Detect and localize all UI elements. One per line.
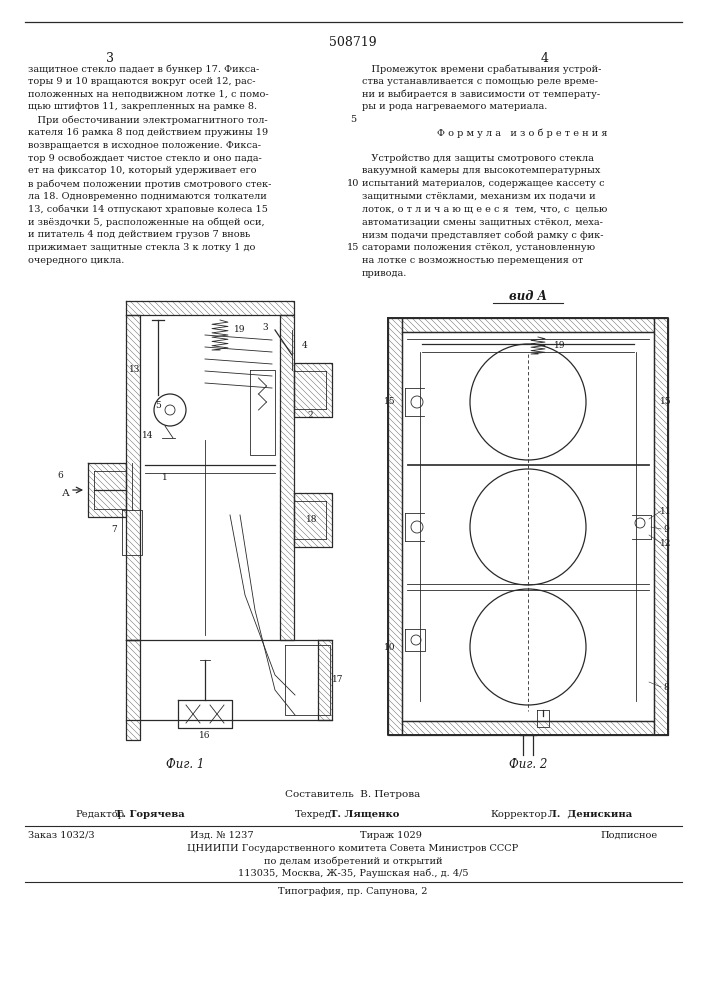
Text: 5: 5 xyxy=(350,115,356,124)
Text: Корректор: Корректор xyxy=(490,810,547,819)
Text: тор 9 освобождает чистое стекло и оно пада-: тор 9 освобождает чистое стекло и оно па… xyxy=(28,154,262,163)
Text: Промежуток времени срабатывания устрой-: Промежуток времени срабатывания устрой- xyxy=(362,64,602,74)
Text: 508719: 508719 xyxy=(329,36,377,49)
Text: 6: 6 xyxy=(57,471,63,480)
Text: 2: 2 xyxy=(307,410,312,420)
Text: Устройство для защиты смотрового стекла: Устройство для защиты смотрового стекла xyxy=(362,154,594,163)
Text: возвращается в исходное положение. Фикса-: возвращается в исходное положение. Фикса… xyxy=(28,141,261,150)
Text: защитное стекло падает в бункер 17. Фикса-: защитное стекло падает в бункер 17. Фикс… xyxy=(28,64,259,74)
Text: 17: 17 xyxy=(332,676,344,684)
Text: 3: 3 xyxy=(262,324,268,332)
Text: саторами положения стёкол, установленную: саторами положения стёкол, установленную xyxy=(362,243,595,252)
Text: 113035, Москва, Ж-35, Раушская наб., д. 4/5: 113035, Москва, Ж-35, Раушская наб., д. … xyxy=(238,868,468,878)
Text: Фиг. 1: Фиг. 1 xyxy=(166,758,204,771)
Text: автоматизации смены защитных стёкол, меха-: автоматизации смены защитных стёкол, мех… xyxy=(362,218,603,227)
Text: Техред: Техред xyxy=(295,810,332,819)
Text: и звёздочки 5, расположенные на общей оси,: и звёздочки 5, расположенные на общей ос… xyxy=(28,218,264,227)
Text: привода.: привода. xyxy=(362,269,407,278)
Text: 11: 11 xyxy=(660,506,672,516)
Text: и питатель 4 под действием грузов 7 вновь: и питатель 4 под действием грузов 7 внов… xyxy=(28,230,250,239)
Text: ры и рода нагреваемого материала.: ры и рода нагреваемого материала. xyxy=(362,102,547,111)
Text: защитными стёклами, механизм их подачи и: защитными стёклами, механизм их подачи и xyxy=(362,192,595,201)
Text: Тираж 1029: Тираж 1029 xyxy=(360,831,422,840)
Text: очередного цикла.: очередного цикла. xyxy=(28,256,124,265)
Text: 15: 15 xyxy=(660,397,672,406)
Text: 1: 1 xyxy=(162,473,168,482)
Text: ни и выбирается в зависимости от температу-: ни и выбирается в зависимости от темпера… xyxy=(362,90,600,99)
Text: 8: 8 xyxy=(663,682,669,692)
Text: лоток, о т л и ч а ю щ е е с я  тем, что, с  целью: лоток, о т л и ч а ю щ е е с я тем, что,… xyxy=(362,205,607,214)
Text: 14: 14 xyxy=(142,430,153,440)
Text: 15: 15 xyxy=(384,397,396,406)
Text: Редактор: Редактор xyxy=(75,810,124,819)
Text: положенных на неподвижном лотке 1, с помо-: положенных на неподвижном лотке 1, с пом… xyxy=(28,90,269,99)
Text: торы 9 и 10 вращаются вокруг осей 12, рас-: торы 9 и 10 вращаются вокруг осей 12, ра… xyxy=(28,77,255,86)
Text: в рабочем положении против смотрового стек-: в рабочем положении против смотрового ст… xyxy=(28,179,271,189)
Text: 19: 19 xyxy=(234,326,246,334)
Text: 15: 15 xyxy=(347,243,359,252)
Text: Подписное: Подписное xyxy=(600,831,657,840)
Text: 9: 9 xyxy=(663,524,669,534)
Text: испытаний материалов, содержащее кассету с: испытаний материалов, содержащее кассету… xyxy=(362,179,604,188)
Text: щью штифтов 11, закрепленных на рамке 8.: щью штифтов 11, закрепленных на рамке 8. xyxy=(28,102,257,111)
Text: Заказ 1032/3: Заказ 1032/3 xyxy=(28,831,95,840)
Text: 5: 5 xyxy=(155,400,161,410)
Text: 18: 18 xyxy=(306,516,317,524)
Text: 4: 4 xyxy=(302,340,308,350)
Text: ла 18. Одновременно поднимаются толкатели: ла 18. Одновременно поднимаются толкател… xyxy=(28,192,267,201)
Text: А: А xyxy=(62,488,70,497)
Text: ЦНИИПИ Государственного комитета Совета Министров СССР: ЦНИИПИ Государственного комитета Совета … xyxy=(187,844,519,853)
Text: Изд. № 1237: Изд. № 1237 xyxy=(190,831,254,840)
Text: на лотке с возможностью перемещения от: на лотке с возможностью перемещения от xyxy=(362,256,583,265)
Text: 10: 10 xyxy=(347,179,359,188)
Text: Фиг. 2: Фиг. 2 xyxy=(509,758,547,771)
Text: 13, собачки 14 отпускают храповые колеса 15: 13, собачки 14 отпускают храповые колеса… xyxy=(28,205,268,214)
Text: по делам изобретений и открытий: по делам изобретений и открытий xyxy=(264,856,443,865)
Text: ет на фиксатор 10, который удерживает его: ет на фиксатор 10, который удерживает ег… xyxy=(28,166,257,175)
Text: ства устанавливается с помощью реле време-: ства устанавливается с помощью реле врем… xyxy=(362,77,598,86)
Text: 3: 3 xyxy=(106,52,114,65)
Text: Ф о р м у л а   и з о б р е т е н и я: Ф о р м у л а и з о б р е т е н и я xyxy=(437,128,607,137)
Text: 13: 13 xyxy=(129,365,141,374)
Text: Л.  Денискина: Л. Денискина xyxy=(548,810,632,819)
Text: Т. Лященко: Т. Лященко xyxy=(330,810,399,819)
Text: кателя 16 рамка 8 под действием пружины 19: кателя 16 рамка 8 под действием пружины … xyxy=(28,128,268,137)
Text: Типография, пр. Сапунова, 2: Типография, пр. Сапунова, 2 xyxy=(279,887,428,896)
Text: 7: 7 xyxy=(111,526,117,534)
Text: 4: 4 xyxy=(541,52,549,65)
Text: низм подачи представляет собой рамку с фик-: низм подачи представляет собой рамку с ф… xyxy=(362,230,604,240)
Text: вид А: вид А xyxy=(509,290,547,303)
Text: 19: 19 xyxy=(554,340,566,350)
Text: прижимает защитные стекла 3 к лотку 1 до: прижимает защитные стекла 3 к лотку 1 до xyxy=(28,243,255,252)
Text: Составитель  В. Петрова: Составитель В. Петрова xyxy=(286,790,421,799)
Text: Т. Горячева: Т. Горячева xyxy=(115,810,185,819)
Text: 10: 10 xyxy=(384,643,396,652)
Text: При обесточивании электромагнитного тол-: При обесточивании электромагнитного тол- xyxy=(28,115,268,125)
Text: 16: 16 xyxy=(199,732,211,740)
Text: вакуумной камеры для высокотемпературных: вакуумной камеры для высокотемпературных xyxy=(362,166,600,175)
Text: 12: 12 xyxy=(660,538,672,548)
